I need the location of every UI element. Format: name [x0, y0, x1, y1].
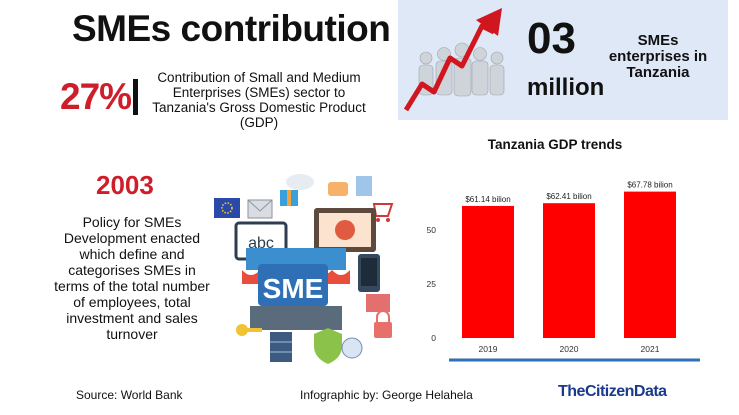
sme-illustration: abc SME: [214, 174, 394, 364]
page-title: SMEs contribution: [72, 8, 391, 49]
lock-icon: [374, 310, 392, 338]
people-growth-icon: [404, 8, 505, 112]
globe-icon: [341, 337, 363, 359]
data-label: $67.78 bilion: [627, 181, 672, 190]
shield-icon: [314, 328, 342, 364]
gdp-chart: Tanzania GDP trends 0 25 50 $61.14 bilion $…: [427, 137, 700, 362]
cloud-icon: [286, 174, 314, 190]
gdp-share-description: Contribution of Small and Medium Enterpr…: [152, 70, 366, 130]
chat-icon: [328, 182, 348, 196]
document-icon: [356, 176, 372, 196]
policy-year: 2003: [96, 170, 154, 200]
chart-title: Tanzania GDP trends: [488, 137, 623, 152]
divider-bar: [133, 79, 138, 115]
person-icon: [435, 47, 453, 96]
enterprises-unit: million: [527, 74, 605, 101]
person-icon: [471, 47, 489, 96]
y-tick-label: 25: [427, 279, 437, 289]
phone-icon: [358, 254, 380, 292]
x-tick-label: 2019: [479, 344, 498, 354]
gdp-share-value: 27%: [60, 76, 132, 117]
bar-2019: [462, 205, 514, 338]
data-label: $61.14 bilion: [465, 195, 510, 204]
infographic-credit: Infographic by: George Helahela: [300, 388, 473, 402]
gift-icon: [280, 190, 298, 206]
key-icon: [236, 324, 262, 336]
server-icon: [270, 332, 292, 362]
board-text: abc: [248, 235, 274, 252]
data-label: $62.41 bilion: [546, 192, 591, 201]
cart-icon: [372, 203, 394, 222]
enterprises-label: SMEs enterprises in Tanzania: [608, 32, 708, 81]
arrow-head-icon: [476, 8, 502, 36]
laptop-icon: [314, 208, 376, 252]
x-tick-label: 2021: [641, 344, 660, 354]
enterprises-number: 03: [527, 14, 576, 63]
folder-icon: [366, 294, 390, 312]
shop-icon: SME: [242, 248, 350, 330]
growth-arrow-line: [404, 23, 496, 112]
source-note: Source: World Bank: [76, 388, 183, 402]
sign-text: SME: [263, 273, 324, 304]
mail-icon: [247, 199, 273, 219]
brand-logo: TheCitizenData: [558, 383, 667, 400]
policy-description: Policy for SMEs Development enacted whic…: [54, 214, 210, 342]
flag-icon: [214, 198, 240, 218]
bar-2021: [624, 191, 676, 338]
person-icon: [489, 51, 505, 96]
x-tick-label: 2020: [560, 344, 579, 354]
y-tick-label: 0: [431, 333, 436, 343]
bar-2020: [543, 203, 595, 338]
y-tick-label: 50: [427, 225, 437, 235]
